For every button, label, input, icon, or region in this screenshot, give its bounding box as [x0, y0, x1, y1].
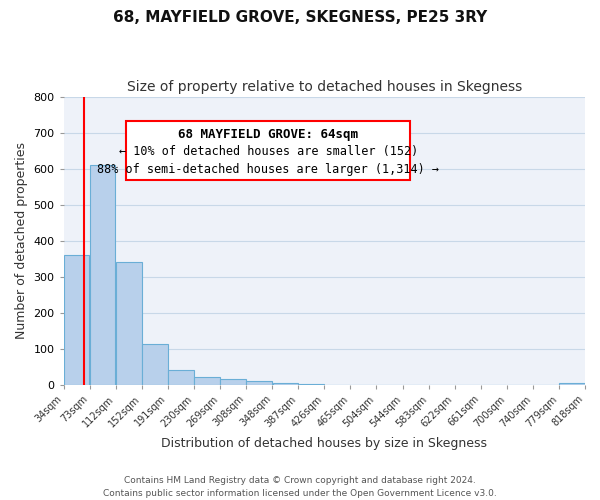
Text: Contains HM Land Registry data © Crown copyright and database right 2024.
Contai: Contains HM Land Registry data © Crown c… [103, 476, 497, 498]
Bar [220, 380, 246, 384]
Bar [194, 377, 220, 384]
Text: 88% of semi-detached houses are larger (1,314) →: 88% of semi-detached houses are larger (… [97, 163, 439, 176]
Text: 68, MAYFIELD GROVE, SKEGNESS, PE25 3RY: 68, MAYFIELD GROVE, SKEGNESS, PE25 3RY [113, 10, 487, 25]
Text: ← 10% of detached houses are smaller (152): ← 10% of detached houses are smaller (15… [119, 146, 418, 158]
Bar [90, 164, 115, 384]
Bar [246, 381, 272, 384]
Title: Size of property relative to detached houses in Skegness: Size of property relative to detached ho… [127, 80, 522, 94]
Bar [168, 370, 194, 384]
Y-axis label: Number of detached properties: Number of detached properties [15, 142, 28, 339]
Bar [142, 344, 168, 385]
Bar [272, 383, 298, 384]
Bar [559, 383, 585, 384]
Text: 68 MAYFIELD GROVE: 64sqm: 68 MAYFIELD GROVE: 64sqm [178, 128, 358, 140]
Bar [64, 255, 89, 384]
FancyBboxPatch shape [126, 121, 410, 180]
X-axis label: Distribution of detached houses by size in Skegness: Distribution of detached houses by size … [161, 437, 487, 450]
Bar [116, 262, 142, 384]
